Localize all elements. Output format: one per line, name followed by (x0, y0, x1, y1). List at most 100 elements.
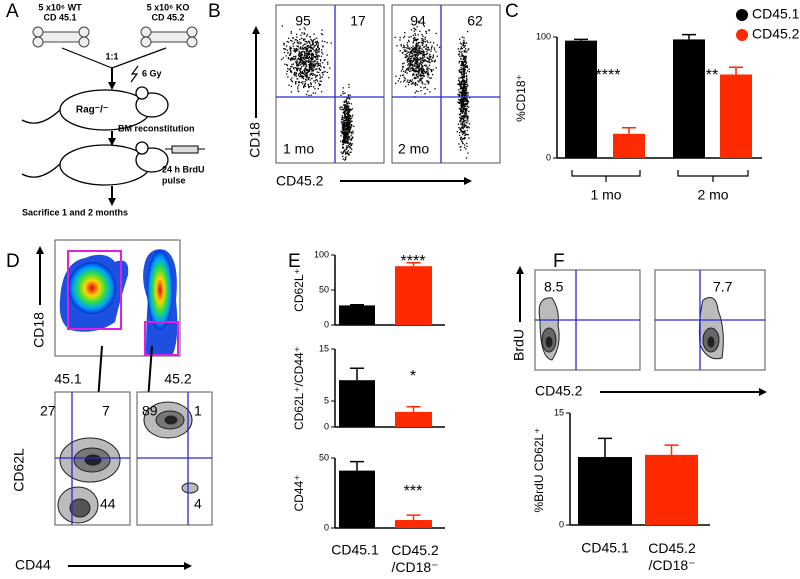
dot (419, 57, 421, 59)
dot (414, 48, 416, 50)
dot (317, 49, 319, 51)
dot (351, 137, 354, 139)
dot (463, 97, 466, 99)
dot (412, 73, 415, 75)
dot (315, 51, 317, 53)
dot (342, 104, 345, 106)
error-bar (622, 127, 636, 134)
dot (415, 47, 418, 49)
dot (458, 102, 460, 104)
dot (315, 48, 318, 50)
dot (416, 52, 419, 54)
dot (347, 139, 349, 142)
dot (460, 117, 462, 119)
dot (293, 58, 295, 60)
dot (433, 47, 435, 49)
dot (320, 91, 323, 93)
dot (349, 126, 351, 128)
dot (464, 57, 467, 60)
quadrant-value: 7.7 (713, 279, 733, 295)
dot (464, 84, 466, 86)
panel-label: B (208, 1, 221, 22)
dot (462, 70, 465, 72)
dot (346, 111, 348, 114)
dot (295, 82, 297, 84)
dot (350, 131, 352, 134)
dot (420, 47, 422, 49)
dot (435, 67, 437, 69)
dot (297, 88, 299, 90)
dot (348, 110, 350, 112)
dot (409, 48, 411, 50)
dot (466, 122, 468, 124)
dot (303, 56, 305, 59)
dot (305, 46, 307, 48)
dot (463, 75, 465, 77)
dot (348, 143, 350, 146)
dot (403, 35, 406, 37)
dot (461, 77, 464, 80)
dot (415, 70, 417, 73)
dot (317, 45, 319, 47)
dot (344, 149, 346, 151)
dot (421, 77, 424, 79)
dot (294, 67, 296, 69)
dot (463, 51, 466, 53)
dot (321, 33, 324, 36)
dot (422, 74, 424, 77)
dot (436, 55, 438, 57)
dot (348, 125, 350, 128)
dot (346, 139, 349, 141)
dot (459, 108, 461, 110)
dot (463, 119, 465, 122)
dot (463, 56, 465, 58)
dot (310, 68, 312, 70)
dot (461, 94, 463, 96)
dot (403, 76, 405, 79)
dot (309, 45, 312, 48)
dot (422, 50, 425, 52)
dot (419, 53, 421, 55)
dot (460, 123, 462, 125)
dot (346, 124, 349, 126)
dot (412, 45, 414, 47)
dot (297, 48, 299, 50)
dot (301, 57, 303, 59)
dot (416, 45, 419, 48)
dot (317, 54, 319, 56)
dot (344, 129, 346, 131)
dot (415, 69, 417, 72)
dot (405, 85, 407, 88)
dot (458, 89, 460, 91)
dot (316, 46, 319, 49)
dot (460, 111, 463, 113)
dot (305, 61, 307, 63)
dot (342, 146, 345, 149)
dot (316, 68, 318, 70)
dot (310, 73, 313, 75)
dot (463, 106, 465, 109)
dot (305, 57, 307, 60)
dot (426, 60, 428, 62)
dot (345, 152, 348, 155)
dot (308, 85, 311, 88)
dot (317, 42, 320, 44)
dot (300, 76, 303, 78)
dot (425, 53, 428, 56)
dot (314, 60, 316, 62)
dot (467, 100, 469, 102)
dot (343, 106, 346, 109)
dot (348, 129, 350, 132)
dot (316, 40, 319, 43)
dot (314, 88, 316, 90)
dot (301, 54, 303, 56)
dot (284, 63, 286, 65)
dot (345, 104, 347, 106)
dot (310, 57, 312, 59)
dot (346, 121, 349, 123)
dot (299, 28, 301, 31)
dot (286, 64, 289, 67)
y-tick-label: 50 (319, 452, 329, 462)
dot (304, 52, 306, 55)
dot (299, 70, 302, 72)
